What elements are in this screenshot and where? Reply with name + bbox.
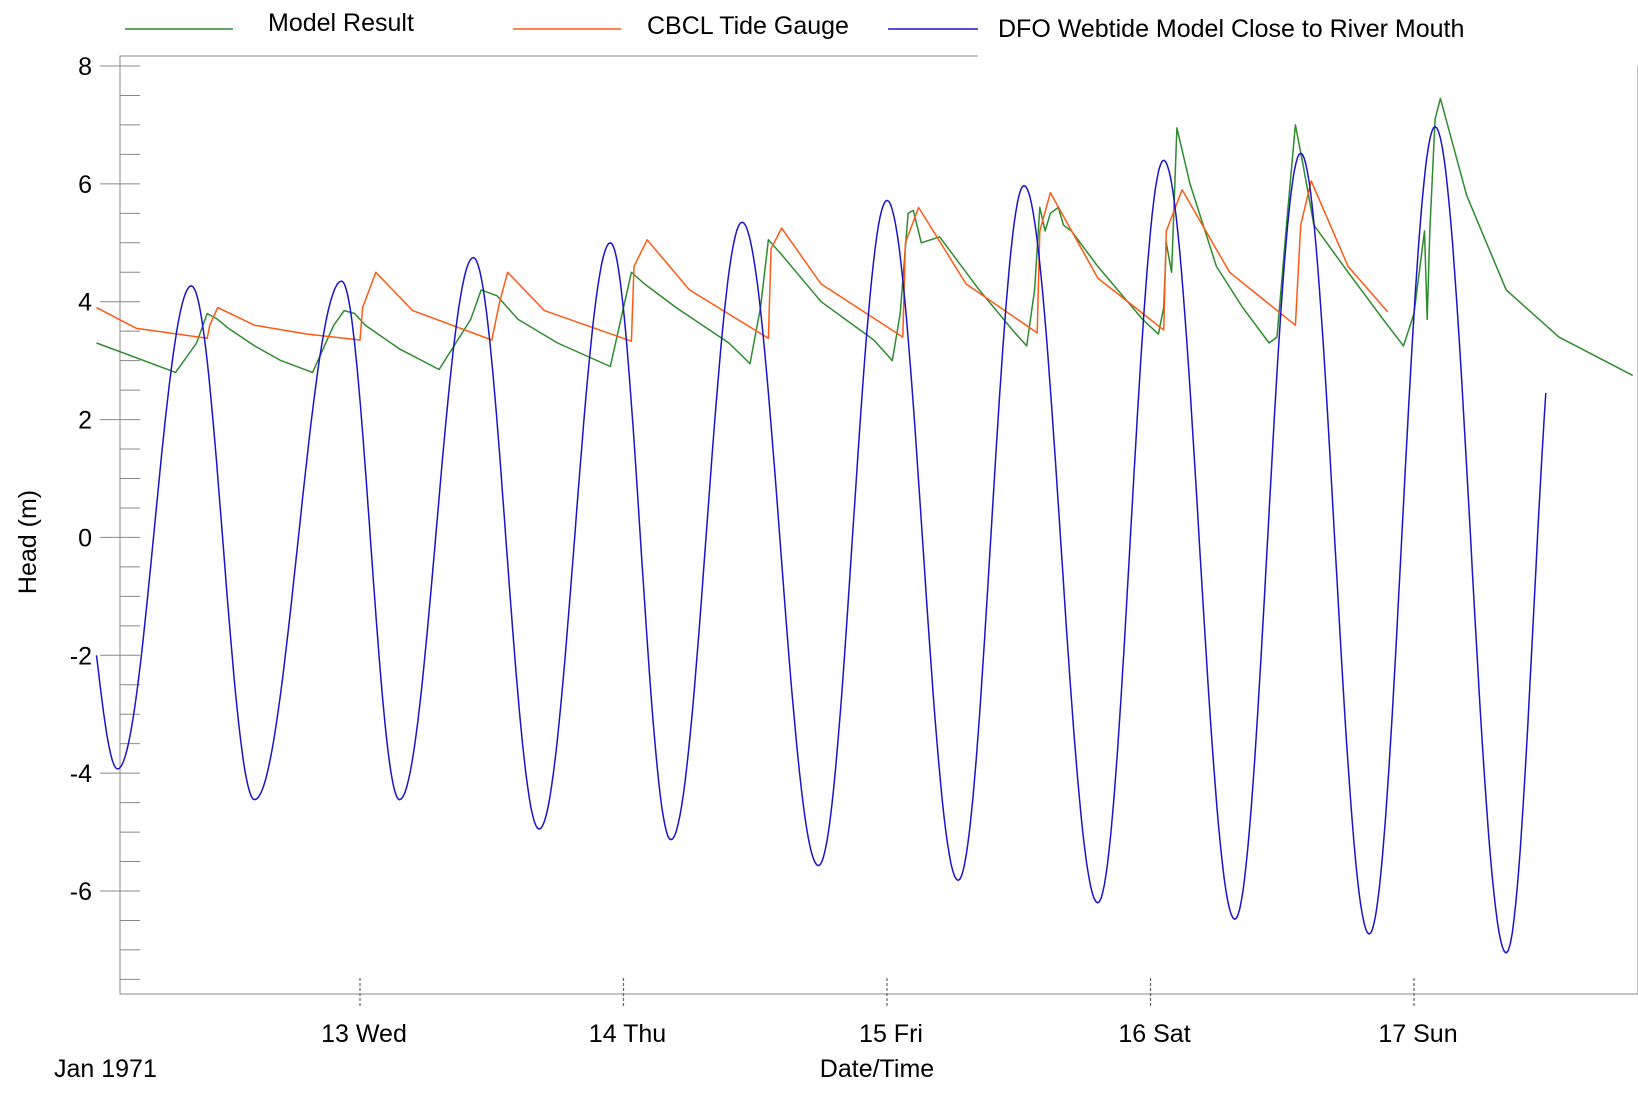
y-tick-label: -2 xyxy=(70,642,92,670)
x-axis: 13 Wed 14 Thu 15 Fri 16 Sat 17 Sun xyxy=(321,978,1458,1048)
series-line-cbcl-tide-gauge xyxy=(96,180,1389,342)
y-tick-label: 6 xyxy=(78,171,92,199)
y-tick-label: 0 xyxy=(78,524,92,552)
series-line-dfo-webtide-model-close-to-river-mouth xyxy=(95,125,1547,954)
series-layer xyxy=(95,97,1634,954)
x-tick-label: 15 Fri xyxy=(859,1020,923,1048)
legend-backdrop xyxy=(978,48,1638,66)
y-axis-title: Head (m) xyxy=(14,490,42,594)
x-tick-label: 14 Thu xyxy=(589,1020,666,1048)
y-tick-label: -4 xyxy=(70,760,92,788)
y-tick-label: 2 xyxy=(78,407,92,435)
y-tick-label: 4 xyxy=(78,289,92,317)
y-axis: 8 6 4 2 0 -2 -4 -6 xyxy=(70,53,140,980)
legend-label-dfo-webtide: DFO Webtide Model Close to River Mouth xyxy=(998,15,1464,43)
series-line-model-result xyxy=(96,97,1634,377)
x-tick-label: 17 Sun xyxy=(1378,1020,1457,1048)
legend-label-model-result: Model Result xyxy=(268,9,414,37)
plot-frame xyxy=(119,55,1638,995)
period-label: Jan 1971 xyxy=(54,1055,157,1083)
y-tick-label: 8 xyxy=(78,53,92,81)
y-tick-label: -6 xyxy=(70,878,92,906)
legend-label-cbcl-tide-gauge: CBCL Tide Gauge xyxy=(647,12,849,40)
legend: Model Result CBCL Tide Gauge DFO Webtide… xyxy=(125,9,1464,43)
x-tick-label: 13 Wed xyxy=(321,1020,407,1048)
x-tick-label: 16 Sat xyxy=(1118,1020,1190,1048)
x-axis-title: Date/Time xyxy=(820,1055,934,1083)
